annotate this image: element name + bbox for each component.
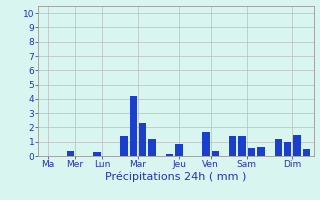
Bar bbox=[238, 136, 246, 156]
Bar bbox=[257, 147, 265, 156]
Bar bbox=[130, 96, 137, 156]
Bar bbox=[67, 151, 74, 156]
Bar bbox=[248, 148, 255, 156]
Bar bbox=[284, 142, 292, 156]
Bar bbox=[148, 139, 156, 156]
Bar bbox=[293, 135, 301, 156]
Bar bbox=[212, 151, 219, 156]
Bar bbox=[120, 136, 128, 156]
Bar bbox=[175, 144, 183, 156]
Bar bbox=[303, 149, 310, 156]
Bar bbox=[93, 152, 101, 156]
Bar bbox=[202, 132, 210, 156]
X-axis label: Précipitations 24h ( mm ): Précipitations 24h ( mm ) bbox=[105, 172, 247, 182]
Bar bbox=[139, 123, 147, 156]
Bar bbox=[275, 139, 282, 156]
Bar bbox=[166, 154, 173, 156]
Bar bbox=[229, 136, 236, 156]
